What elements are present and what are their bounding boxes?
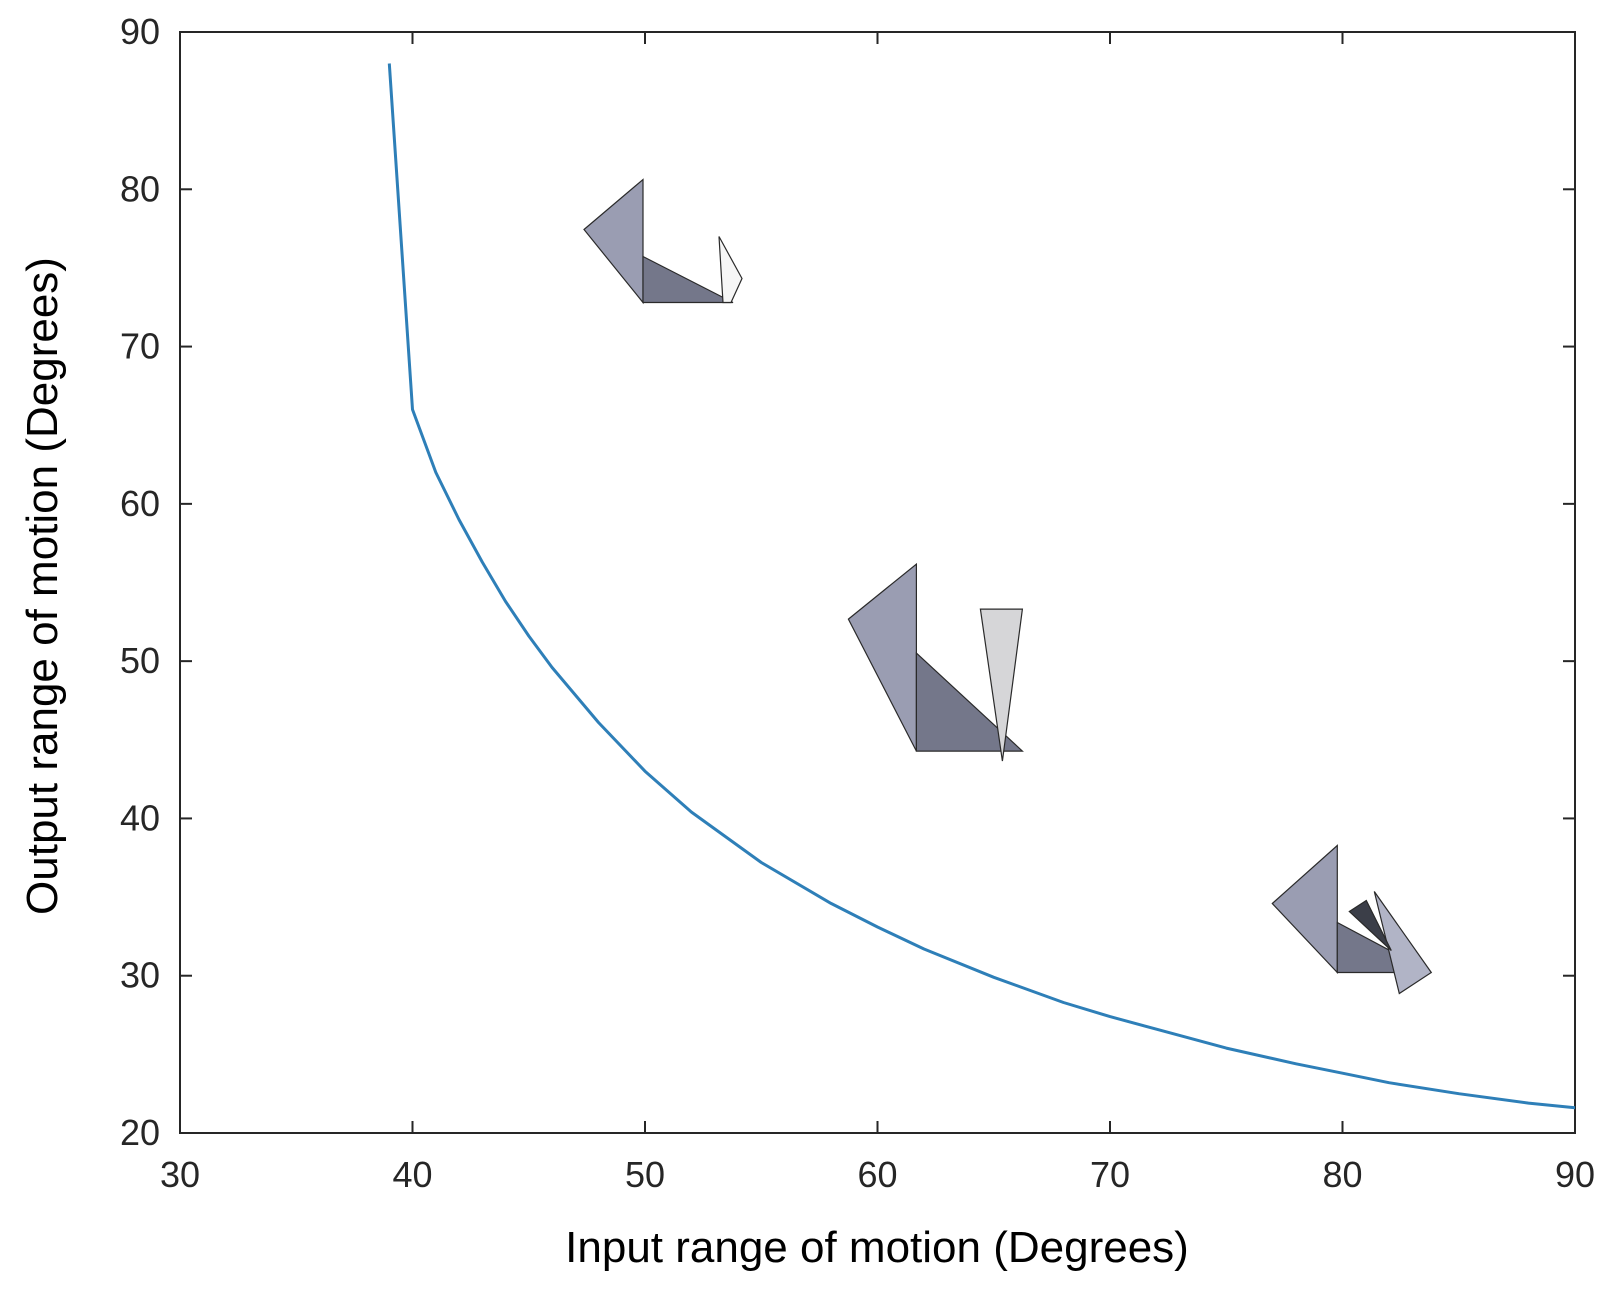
y-tick-labels: 20 30 40 50 60 70 80 90 [120, 11, 160, 1153]
x-tick-label: 90 [1555, 1154, 1595, 1195]
x-tick-labels: 30 40 50 60 70 80 90 [160, 1154, 1595, 1195]
y-tick-label: 50 [120, 640, 160, 681]
mechanism-illustration [1271, 844, 1433, 995]
x-tick-label: 30 [160, 1154, 200, 1195]
x-tick-label: 50 [625, 1154, 665, 1195]
y-tick-label: 30 [120, 955, 160, 996]
y-tick-label: 70 [120, 326, 160, 367]
mechanism-panel [979, 608, 1024, 762]
mechanism-panel [1348, 899, 1392, 951]
series-layer [387, 63, 1576, 1110]
mechanism-panel [1271, 844, 1338, 975]
mechanism-illustration [583, 178, 743, 305]
series-line [387, 63, 1576, 1110]
y-tick-label: 20 [120, 1112, 160, 1153]
x-tick-label: 40 [392, 1154, 432, 1195]
mechanism-panel [642, 255, 734, 304]
x-tick-label: 60 [857, 1154, 897, 1195]
y-tick-label: 80 [120, 168, 160, 209]
mechanism-illustrations [583, 178, 1433, 995]
mechanism-panel [915, 651, 1024, 752]
mechanism-panel [718, 236, 743, 304]
x-tick-label: 70 [1090, 1154, 1130, 1195]
x-tick-label: 80 [1322, 1154, 1362, 1195]
y-tick-label: 40 [120, 797, 160, 838]
y-tick-label: 90 [120, 11, 160, 52]
y-tick-label: 60 [120, 483, 160, 524]
x-axis-title: Input range of motion (Degrees) [565, 1223, 1189, 1272]
y-axis-title: Output range of motion (Degrees) [18, 257, 67, 915]
axis-ticks [179, 31, 1576, 1134]
mechanism-illustration [847, 562, 1024, 762]
mechanism-panel [583, 178, 644, 305]
